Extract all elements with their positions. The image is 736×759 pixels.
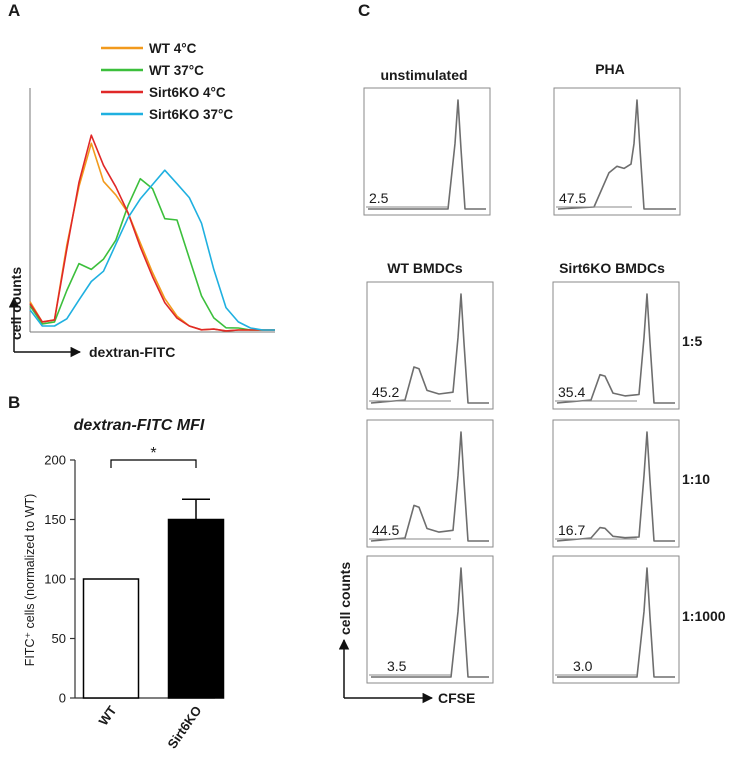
hist-curve-wt-bmdcs-1-1000: [371, 567, 489, 678]
row-label-1-10: 1:10: [682, 471, 710, 487]
significance-bracket: [110, 459, 197, 468]
curve-sirt6ko-4-c: [29, 134, 275, 332]
hist-frame-pha: [553, 87, 681, 216]
panel-a-curves: [29, 134, 275, 332]
curve-wt-4-c: [29, 142, 275, 332]
hist-curve-wt-bmdcs-1-5: [370, 293, 489, 404]
panel-b-chart: 0 50 100 150 200 WT Sirt6KO *: [44, 445, 225, 751]
hist-curve-pha: [557, 99, 676, 210]
row-label-1-5: 1:5: [682, 333, 702, 349]
plot-unstimulated-title: unstimulated: [380, 67, 467, 83]
panel-a-letter: A: [8, 1, 20, 20]
b-ytick-label-100: 100: [44, 572, 66, 587]
panel-c-ylabel: cell counts: [337, 562, 353, 635]
panel-a-ylabel: cell counts: [8, 267, 24, 340]
hist-frame-wt-bmdcs-1-5: [366, 281, 494, 410]
hist-frame-sirt6ko-bmdcs-1-10: [552, 419, 680, 548]
hist-frame-unstimulated: [363, 87, 491, 216]
hist-curve-sirt6ko-bmdcs-1-1000: [557, 567, 675, 678]
hist-value-sirt6ko-bmdcs-1-1000: 3.0: [573, 658, 593, 674]
curve-wt-37-c: [29, 177, 275, 331]
hist-curve-sirt6ko-bmdcs-1-10: [556, 431, 675, 542]
b-ytick-label-150: 150: [44, 512, 66, 527]
plot-pha-title: PHA: [595, 61, 625, 77]
b-xtick-label-sirt6ko: Sirt6KO: [164, 703, 204, 751]
hist-value-wt-bmdcs-1-1000: 3.5: [387, 658, 407, 674]
column-label-wt: WT BMDCs: [387, 260, 463, 276]
curve-sirt6ko-37-c: [29, 169, 275, 331]
hist-value-unstimulated: 2.5: [369, 190, 389, 206]
panel-c-histograms: 2.5 47.5 45.2 35.4 44.5 16.7 3.5 3.0: [363, 87, 681, 684]
hist-value-pha: 47.5: [559, 190, 586, 206]
b-ytick-label-0: 0: [59, 691, 66, 706]
hist-curve-wt-bmdcs-1-10: [370, 431, 489, 542]
legend-label-sirt6ko-37-c: Sirt6KO 37°C: [149, 107, 233, 122]
panel-a-xlabel: dextran-FITC: [89, 344, 175, 360]
hist-value-sirt6ko-bmdcs-1-5: 35.4: [558, 384, 585, 400]
significance-star: *: [150, 445, 156, 462]
panel-c-xlabel: CFSE: [438, 690, 475, 706]
hist-frame-sirt6ko-bmdcs-1-1000: [552, 555, 680, 684]
legend-label-wt-4-c: WT 4°C: [149, 41, 197, 56]
row-label-1-1000: 1:1000: [682, 608, 726, 624]
hist-value-wt-bmdcs-1-5: 45.2: [372, 384, 399, 400]
hist-value-sirt6ko-bmdcs-1-10: 16.7: [558, 522, 585, 538]
hist-curve-unstimulated: [368, 99, 486, 210]
b-ytick-label-200: 200: [44, 453, 66, 468]
column-label-sirt6ko: Sirt6KO BMDCs: [559, 260, 665, 276]
hist-curve-sirt6ko-bmdcs-1-5: [556, 293, 675, 404]
legend-label-sirt6ko-4-c: Sirt6KO 4°C: [149, 85, 226, 100]
panel-a-legend: WT 4°C WT 37°C Sirt6KO 4°C Sirt6KO 37°C: [101, 41, 233, 122]
panel-b-title: dextran-FITC MFI: [74, 417, 205, 434]
b-ytick-label-50: 50: [52, 631, 66, 646]
panel-b-ylabel: FITC⁺ cells (normalized to WT): [23, 494, 37, 667]
hist-frame-wt-bmdcs-1-1000: [366, 555, 494, 684]
b-xtick-label-wt: WT: [96, 703, 120, 728]
bar-sirt6ko: [167, 518, 225, 699]
hist-frame-sirt6ko-bmdcs-1-5: [552, 281, 680, 410]
legend-label-wt-37-c: WT 37°C: [149, 63, 204, 78]
panel-b-letter: B: [8, 393, 20, 412]
panel-c-letter: C: [358, 1, 370, 20]
hist-frame-wt-bmdcs-1-10: [366, 419, 494, 548]
hist-value-wt-bmdcs-1-10: 44.5: [372, 522, 399, 538]
bar-wt: [82, 578, 140, 699]
